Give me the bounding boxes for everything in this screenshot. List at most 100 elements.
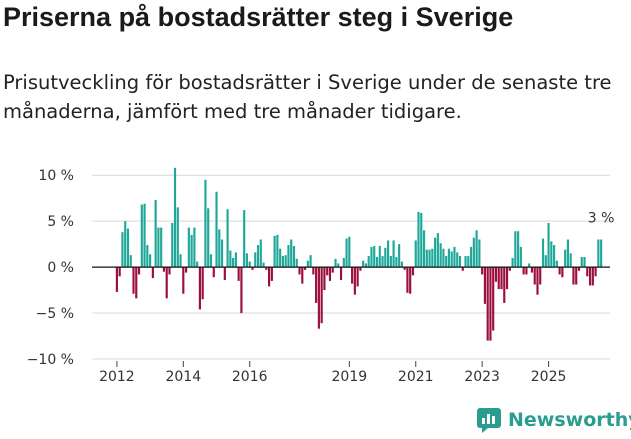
bar bbox=[505, 267, 509, 290]
bar bbox=[586, 267, 589, 277]
bar bbox=[198, 267, 201, 310]
bar bbox=[478, 239, 481, 268]
bar bbox=[536, 267, 539, 295]
bar bbox=[362, 260, 365, 268]
bar bbox=[146, 245, 149, 268]
bar bbox=[425, 249, 428, 268]
bar bbox=[373, 245, 376, 268]
bar bbox=[193, 227, 196, 268]
bar bbox=[550, 241, 553, 268]
bar bbox=[276, 234, 279, 268]
bar bbox=[517, 231, 520, 268]
bar bbox=[331, 267, 334, 273]
bar bbox=[292, 245, 296, 268]
bar bbox=[422, 230, 426, 268]
bar bbox=[564, 249, 567, 268]
bar bbox=[356, 267, 359, 287]
bar bbox=[124, 221, 127, 268]
bar bbox=[248, 261, 251, 268]
bar bbox=[566, 239, 569, 268]
logo-icon bbox=[477, 408, 501, 433]
bar bbox=[234, 252, 237, 268]
x-tick-label: 2012 bbox=[99, 369, 135, 385]
bar bbox=[464, 256, 467, 268]
bar bbox=[118, 267, 121, 277]
bar bbox=[519, 246, 522, 268]
bar bbox=[467, 256, 470, 268]
bar bbox=[151, 267, 154, 279]
bar bbox=[143, 203, 146, 268]
bar bbox=[320, 267, 323, 324]
bar bbox=[317, 267, 320, 329]
bar bbox=[132, 267, 135, 294]
bar bbox=[547, 222, 550, 268]
bar bbox=[386, 240, 390, 268]
bar bbox=[494, 267, 498, 282]
bar bbox=[555, 260, 558, 268]
bar bbox=[411, 267, 415, 276]
bar bbox=[439, 243, 442, 268]
bar bbox=[511, 257, 514, 268]
bar bbox=[185, 267, 188, 273]
bar bbox=[597, 239, 600, 268]
bar bbox=[218, 229, 221, 268]
bar bbox=[544, 255, 547, 268]
bar bbox=[256, 245, 260, 268]
bar bbox=[594, 267, 597, 277]
bar bbox=[409, 267, 412, 294]
y-tick-label: −5 % bbox=[36, 306, 74, 322]
x-tick-label: 2019 bbox=[332, 369, 368, 385]
bar bbox=[201, 267, 204, 300]
bar bbox=[312, 267, 315, 275]
bar bbox=[447, 248, 451, 268]
bar bbox=[489, 267, 492, 341]
logo-text: Newsworthy bbox=[508, 409, 631, 431]
newsworthy-logo: Newsworthy bbox=[476, 407, 631, 433]
bar bbox=[326, 267, 329, 276]
x-tick-label: 2021 bbox=[398, 369, 434, 385]
bar bbox=[500, 267, 503, 290]
bar bbox=[561, 267, 564, 278]
bar bbox=[558, 267, 561, 275]
bar bbox=[251, 267, 254, 270]
bar bbox=[281, 256, 284, 268]
bar bbox=[345, 238, 348, 268]
bar bbox=[176, 207, 179, 268]
bar bbox=[265, 267, 268, 270]
bar bbox=[290, 239, 293, 268]
bar bbox=[287, 245, 290, 268]
x-tick-label: 2025 bbox=[531, 369, 567, 385]
bar bbox=[436, 233, 439, 268]
bar bbox=[492, 267, 495, 331]
bar bbox=[348, 236, 351, 268]
bar bbox=[553, 245, 556, 268]
bar bbox=[135, 267, 138, 299]
bar bbox=[508, 267, 511, 271]
bar bbox=[470, 246, 473, 268]
bar bbox=[503, 267, 506, 303]
bar bbox=[328, 267, 332, 281]
bar bbox=[223, 267, 226, 280]
bar bbox=[572, 267, 575, 285]
bar bbox=[575, 267, 578, 285]
x-tick-label: 2016 bbox=[232, 369, 268, 385]
bar bbox=[428, 249, 431, 268]
bar bbox=[262, 262, 265, 268]
bar bbox=[165, 267, 168, 299]
bar bbox=[295, 258, 298, 268]
bar bbox=[129, 255, 132, 268]
bar bbox=[600, 239, 603, 268]
bar bbox=[215, 191, 218, 268]
bar-chart: 10 % 5 % 0 % −5 % −10 % 2012 2014 2016 2019 2021… bbox=[27, 167, 614, 385]
bar bbox=[414, 240, 417, 268]
bar bbox=[212, 267, 215, 278]
bar bbox=[481, 267, 484, 275]
bar bbox=[323, 267, 326, 291]
bar bbox=[204, 179, 207, 268]
bar bbox=[168, 267, 171, 275]
bar bbox=[190, 234, 193, 268]
bar bbox=[284, 255, 287, 268]
bar bbox=[243, 210, 246, 268]
bar bbox=[364, 263, 368, 268]
bar bbox=[514, 231, 517, 268]
